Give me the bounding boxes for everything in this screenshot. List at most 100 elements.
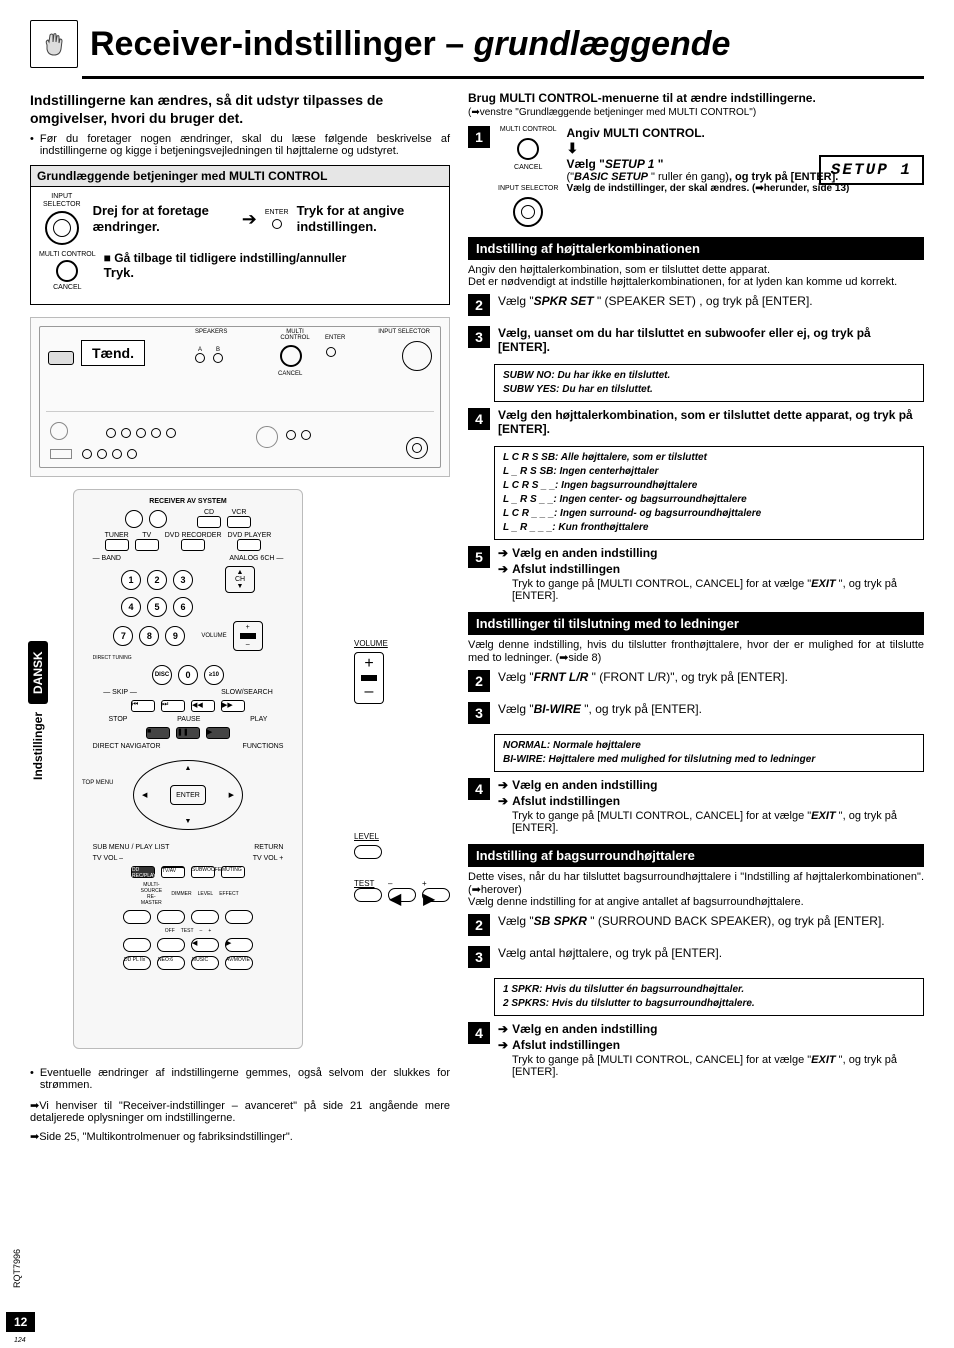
mc-knob <box>56 260 78 282</box>
remote-dvdplay <box>237 539 261 551</box>
control-box: Grundlæggende betjeninger med MULTI CONT… <box>30 165 450 305</box>
s1-is-label: INPUT SELECTOR <box>498 185 558 193</box>
remote-power1 <box>125 510 143 528</box>
remote-num-5: 5 <box>147 597 167 617</box>
rd-mc-knob <box>280 345 302 367</box>
callout-plus: + <box>422 879 450 888</box>
rd-jack2 <box>256 426 278 448</box>
remote-neo6: NEO:6 <box>157 956 185 970</box>
remote-num-8: 8 <box>139 626 159 646</box>
taend-label: Tænd. <box>81 340 145 366</box>
remote-dimmer <box>157 910 185 924</box>
remote-header: RECEIVER AV SYSTEM <box>149 498 226 505</box>
callout-test: TEST <box>354 879 382 888</box>
remote-tuner <box>105 539 129 551</box>
enter-label: ENTER <box>265 209 289 217</box>
power-button-icon <box>48 351 74 365</box>
rd-enter-btn <box>326 347 336 357</box>
remote-muting: MUTING <box>221 866 245 878</box>
bw-s2-num: 2 <box>468 670 490 692</box>
callout-volume: VOLUME <box>354 639 450 648</box>
remote-minus: ◀ <box>191 938 219 952</box>
sr-s2-num: 2 <box>468 914 490 936</box>
remote-off <box>123 938 151 952</box>
remote-test <box>157 938 185 952</box>
right-intro2: (➡venstre "Grundlæggende betjeninger med… <box>468 107 924 118</box>
remote-level <box>191 910 219 924</box>
sec-speaker-desc: Angiv den højttalerkombination, som er t… <box>468 264 924 288</box>
sidebar-lang: DANSK <box>28 641 48 704</box>
back-text: ■ Gå tilbage til tidligere indstilling/a… <box>104 251 347 265</box>
sr-s4-num: 4 <box>468 1022 490 1044</box>
remote-num-2: 2 <box>147 570 167 590</box>
sp-s4-text: Vælg den højttalerkombination, som er ti… <box>498 408 924 436</box>
remote-skipfwd: ⏭ <box>161 700 185 712</box>
remote-num-9: 9 <box>165 626 185 646</box>
hand-icon <box>30 20 78 68</box>
remote-pause: ❚❚ <box>176 727 200 739</box>
remote-pl2: DD PL IIx <box>123 956 151 970</box>
rd-input-selector: INPUT SELECTOR <box>378 329 430 335</box>
remote-nav-oval: ▲ ◀ ▶ ▼ ENTER <box>133 760 243 830</box>
page-number: 12 <box>6 1312 35 1332</box>
s1-cancel-label: CANCEL <box>514 164 542 172</box>
rd-c1 <box>286 430 296 440</box>
remote-plus: ▶ <box>225 938 253 952</box>
remote-num-0: 0 <box>178 665 198 685</box>
rd-jack1 <box>50 422 68 440</box>
remote-enter: ENTER <box>170 785 206 805</box>
remote-num-1: 1 <box>121 570 141 590</box>
s1-mc-label: MULTI CONTROL <box>500 126 557 134</box>
remote-power2 <box>149 510 167 528</box>
bw-s4-num: 4 <box>468 778 490 800</box>
remote-music: MUSIC <box>191 956 219 970</box>
intro-bold: Indstillingerne kan ændres, så dit udsty… <box>30 91 450 127</box>
s1-angiv: Angiv MULTI CONTROL. <box>566 126 924 140</box>
note-2: ➡Vi henviser til "Receiver-indstillinger… <box>30 1099 450 1124</box>
sr-s3-opts: 1 SPKR: Hvis du tilslutter én bagsurroun… <box>494 978 924 1016</box>
page-title: Receiver-indstillinger – grundlæggende <box>90 25 730 64</box>
remote-skipback: ⏮ <box>131 700 155 712</box>
note-1: Eventuelle ændringer af indstillingerne … <box>40 1067 450 1091</box>
rd-b2 <box>97 449 107 459</box>
callout-test-btn <box>354 888 382 902</box>
speaker-a-icon <box>195 353 205 363</box>
remote-volume-block: +– <box>233 621 263 651</box>
remote-num-4: 4 <box>121 597 141 617</box>
remote-gt10: ≥10 <box>204 665 224 685</box>
back-tryk: Tryk. <box>104 265 347 281</box>
sp-s2-num: 2 <box>468 294 490 316</box>
rd-dot2 <box>121 428 131 438</box>
remote-ddrec: DD REC/PLAY <box>131 866 155 878</box>
sr-s3-text: Vælg antal højttalere, og tryk på [ENTER… <box>498 946 924 968</box>
callout-m-btn: ◀ <box>388 888 416 902</box>
rd-slot <box>50 449 72 459</box>
rd-cancel: CANCEL <box>278 371 302 377</box>
remote-ch-block: ▲CH▼ <box>225 566 255 593</box>
sidebar-label: Indstillinger <box>31 712 45 780</box>
sp-s5-l2: Afslut indstillingen <box>512 562 620 576</box>
intro-bullet: Før du foretager nogen ændringer, skal d… <box>40 133 450 157</box>
input-selector-label: INPUT SELECTOR <box>39 193 85 208</box>
remote-disc: DISC <box>152 665 172 685</box>
mc-label: MULTI CONTROL <box>39 251 96 259</box>
footnote-num: 124 <box>14 1337 26 1344</box>
rd-dot1 <box>106 428 116 438</box>
s1-setup1: SETUP 1 <box>605 157 655 171</box>
remote-remaster <box>123 910 151 924</box>
rd-input-knob <box>402 341 432 371</box>
bw-s3-num: 3 <box>468 702 490 724</box>
sp-s5-l3: Tryk to gange på [MULTI CONTROL, CANCEL]… <box>512 578 811 590</box>
remote-rew: ◀◀ <box>191 700 215 712</box>
receiver-diagram: INPUT SELECTOR SPEAKERS MULTI CONTROL EN… <box>30 317 450 477</box>
sp-s4-opts: L C R S SB: Alle højttalere, som er tils… <box>494 446 924 540</box>
note-3: ➡Side 25, "Multikontrolmenuer og fabriks… <box>30 1130 450 1143</box>
bw-s4-l1: Vælg en anden indstilling <box>512 778 657 792</box>
drej-text: Drej for at foretage ændringer. <box>93 203 234 236</box>
speaker-b-icon <box>213 353 223 363</box>
remote-num-3: 3 <box>173 570 193 590</box>
sp-s3-num: 3 <box>468 326 490 348</box>
s1-mc-knob <box>517 138 539 160</box>
bw-s4-l2: Afslut indstillingen <box>512 794 620 808</box>
remote-band-label: — BAND <box>93 555 121 562</box>
